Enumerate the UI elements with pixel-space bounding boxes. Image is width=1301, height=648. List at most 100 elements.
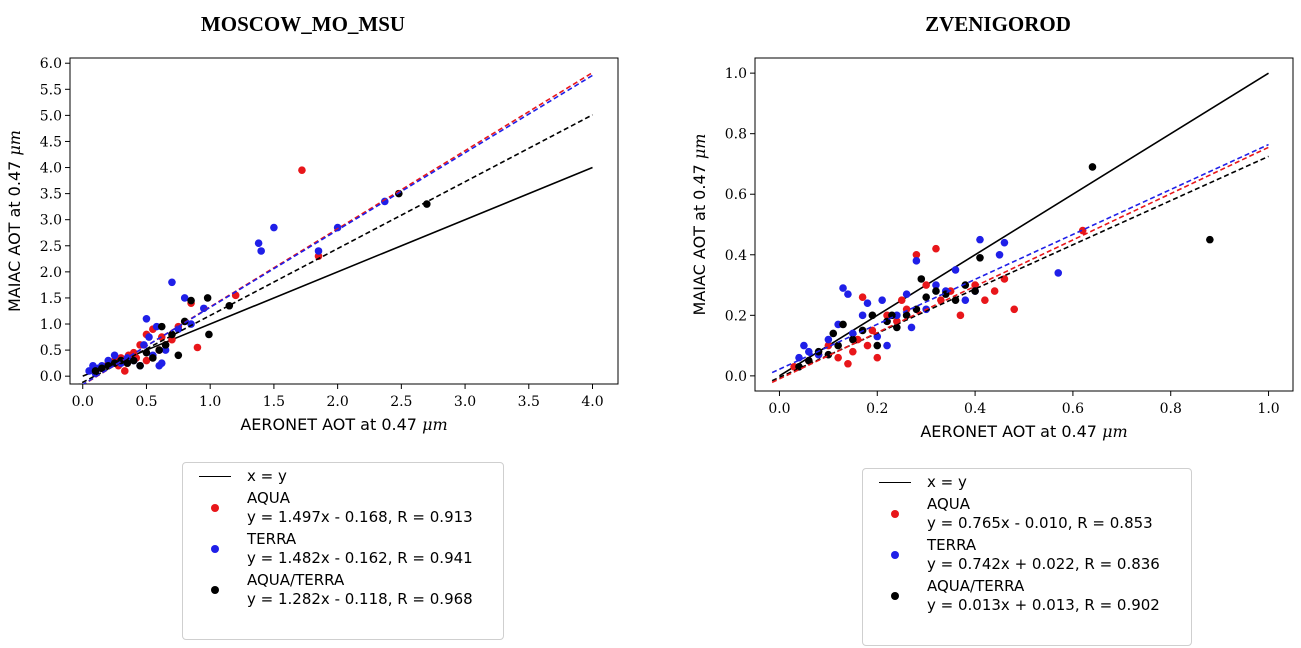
- point-aqua: [932, 244, 940, 253]
- legend-series-equation: y = 0.742x + 0.022, R = 0.836: [927, 555, 1160, 573]
- legend-series-equation: y = 0.013x + 0.013, R = 0.902: [927, 596, 1160, 614]
- fit-line-aqua-terra: [77, 114, 593, 384]
- point-terra: [902, 290, 911, 298]
- y-tick-label: 3.5: [40, 187, 62, 203]
- point-aqua: [858, 293, 867, 301]
- legend-series-equation: y = 1.282x - 0.118, R = 0.968: [247, 590, 473, 608]
- x-tick-label: 2.0: [326, 394, 348, 410]
- y-tick-label: 5.5: [40, 82, 62, 98]
- point-aqua-terra: [917, 275, 926, 283]
- legend-moscow: x = y AQUA y = 1.497x - 0.168, R = 0.913 TE…: [182, 462, 504, 640]
- point-aqua-terra: [142, 348, 151, 357]
- legend-entry-x-eq-y: x = y: [873, 473, 1183, 492]
- point-aqua: [981, 296, 989, 304]
- point-terra: [174, 325, 183, 334]
- point-aqua: [849, 347, 857, 356]
- legend-line-swatch: [193, 476, 237, 477]
- x-axis-label: AERONET AOT at 0.47 μm: [920, 422, 1127, 441]
- point-aqua-terra: [129, 356, 138, 365]
- x-tick-label: 0.4: [964, 401, 986, 417]
- point-aqua-terra: [868, 311, 877, 320]
- y-tick-label: 2.0: [40, 265, 62, 281]
- point-aqua: [298, 166, 306, 174]
- point-terra: [805, 347, 813, 356]
- y-axis-label: MAIAC AOT at 0.47 μm: [690, 134, 709, 316]
- legend-series-name: AQUA/TERRA: [247, 571, 345, 589]
- point-aqua-terra: [155, 346, 164, 354]
- point-aqua-terra: [1206, 235, 1214, 244]
- point-terra: [1054, 269, 1063, 277]
- legend-label: x = y: [927, 473, 967, 491]
- point-aqua-terra: [961, 281, 970, 289]
- y-tick-label: 0.2: [725, 308, 747, 324]
- point-aqua-terra: [829, 329, 838, 338]
- point-terra: [142, 315, 151, 323]
- point-aqua-terra: [157, 322, 166, 331]
- point-terra: [168, 278, 176, 287]
- point-aqua: [193, 343, 202, 352]
- x-tick-label: 0.2: [866, 401, 888, 417]
- y-tick-label: 5.0: [40, 108, 62, 124]
- point-aqua: [956, 311, 965, 320]
- point-terra: [180, 294, 189, 302]
- chart-title-zvenigorod: ZVENIGOROD: [925, 12, 1071, 36]
- legend-entry-terra: TERRA y = 1.482x - 0.162, R = 0.941: [193, 530, 495, 568]
- point-terra: [110, 351, 119, 360]
- point-terra: [858, 311, 867, 320]
- point-terra: [1000, 238, 1009, 247]
- legend-series-equation: y = 1.482x - 0.162, R = 0.941: [247, 549, 473, 567]
- point-terra: [314, 247, 323, 255]
- legend-entry-aqua: AQUA y = 0.765x - 0.010, R = 0.853: [873, 495, 1183, 533]
- point-aqua-terra: [932, 287, 940, 295]
- point-aqua-terra: [902, 311, 911, 320]
- point-aqua-terra: [893, 323, 901, 332]
- point-aqua: [1010, 305, 1019, 314]
- point-terra: [145, 333, 153, 341]
- y-tick-label: 0.0: [725, 369, 747, 385]
- point-aqua-terra: [180, 317, 189, 326]
- point-aqua-terra: [149, 354, 157, 362]
- point-aqua-terra: [888, 311, 896, 320]
- y-tick-label: 0.0: [40, 369, 62, 385]
- y-tick-label: 2.5: [40, 239, 62, 255]
- point-terra: [839, 284, 847, 292]
- point-aqua: [168, 335, 176, 344]
- legend-dot-swatch: [873, 510, 917, 518]
- point-aqua-terra: [839, 320, 847, 329]
- legend-label: x = y: [247, 467, 287, 485]
- y-tick-label: 6.0: [40, 56, 62, 72]
- legend-entry-x-eq-y: x = y: [193, 467, 495, 486]
- fit-line-aqua: [771, 146, 1269, 384]
- y-tick-label: 0.4: [725, 248, 747, 264]
- y-tick-label: 4.5: [40, 134, 62, 150]
- point-aqua-terra: [136, 361, 144, 370]
- point-terra: [878, 296, 886, 304]
- point-terra: [157, 359, 166, 367]
- legend-dot-swatch: [193, 545, 237, 553]
- point-aqua-terra: [873, 341, 882, 350]
- x-tick-label: 0.5: [135, 394, 157, 410]
- point-terra: [844, 290, 852, 298]
- y-axis-label-text: MAIAC AOT at 0.47: [5, 156, 24, 312]
- point-aqua: [142, 356, 151, 365]
- point-aqua-terra: [174, 351, 183, 360]
- point-terra: [795, 353, 803, 362]
- legend-series-name: AQUA: [927, 495, 971, 513]
- y-axis-label-unit: μm: [690, 134, 709, 160]
- y-tick-label: 0.6: [725, 187, 747, 203]
- x-tick-label: 0.8: [1160, 401, 1182, 417]
- point-terra: [932, 281, 940, 289]
- legend-dot-swatch: [873, 592, 917, 600]
- legend-line-swatch: [873, 482, 917, 483]
- x-tick-label: 3.5: [518, 394, 540, 410]
- x-tick-label: 3.0: [454, 394, 476, 410]
- legend-zvenigorod: x = y AQUA y = 0.765x - 0.010, R = 0.853 TE…: [862, 468, 1192, 646]
- point-terra: [161, 346, 170, 354]
- point-aqua: [971, 281, 979, 289]
- x-tick-label: 4.0: [581, 394, 603, 410]
- y-tick-label: 0.8: [725, 127, 747, 143]
- legend-entry-terra: TERRA y = 0.742x + 0.022, R = 0.836: [873, 536, 1183, 574]
- point-aqua: [990, 287, 999, 295]
- point-terra: [912, 257, 921, 265]
